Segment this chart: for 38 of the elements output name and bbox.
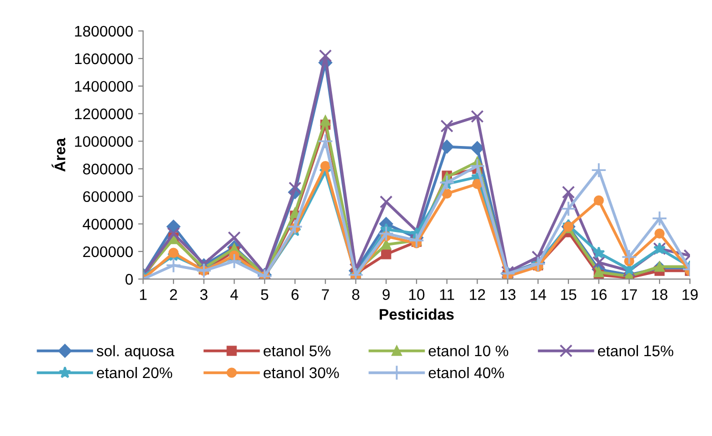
legend-label: etanol 5% (264, 345, 330, 356)
y-tick-label: 0 (125, 274, 133, 285)
legend-label: etanol 15% (598, 345, 674, 356)
x-tick-label: 11 (440, 289, 454, 300)
y-axis-title: Área (52, 138, 66, 172)
legend-label: etanol 30% (264, 366, 339, 378)
x-tick-label: 3 (200, 289, 208, 300)
legend-label: etanol 20% (96, 366, 172, 378)
x-tick-label: 10 (409, 289, 424, 300)
x-tick-label: 15 (561, 289, 576, 300)
x-tick-label: 7 (322, 289, 329, 300)
y-tick-label: 600000 (83, 191, 133, 202)
y-tick-label: 1000000 (75, 136, 133, 147)
y-tick-label: 1600000 (75, 53, 133, 64)
x-tick-label: 17 (622, 289, 637, 300)
x-axis-title: Pesticidas (380, 308, 454, 320)
y-tick-label: 800000 (83, 164, 133, 174)
y-tick-label: 400000 (82, 218, 133, 230)
x-tick-label: 13 (500, 289, 516, 300)
x-tick-label: 18 (652, 289, 668, 300)
y-tick-label: 200000 (83, 246, 133, 258)
x-tick-label: 19 (682, 289, 698, 300)
x-tick-label: 6 (292, 289, 299, 300)
legend-label: etanol 10 % (428, 345, 508, 356)
x-tick-label: 5 (260, 289, 268, 300)
x-tick-label: 12 (470, 289, 486, 300)
legend-label: etanol 40% (428, 366, 504, 378)
legend-label: sol. aquosa (96, 345, 174, 360)
y-tick-label: 1400000 (75, 80, 133, 92)
y-tick-label: 1800000 (75, 26, 133, 37)
y-tick-label: 1200000 (75, 108, 133, 120)
x-tick-label: 8 (352, 289, 360, 300)
x-tick-label: 4 (230, 289, 238, 300)
x-tick-label: 14 (530, 289, 546, 300)
x-tick-label: 2 (170, 289, 177, 300)
x-tick-label: 16 (591, 289, 607, 300)
x-tick-label: 9 (382, 289, 390, 300)
x-tick-label: 1 (140, 289, 147, 300)
